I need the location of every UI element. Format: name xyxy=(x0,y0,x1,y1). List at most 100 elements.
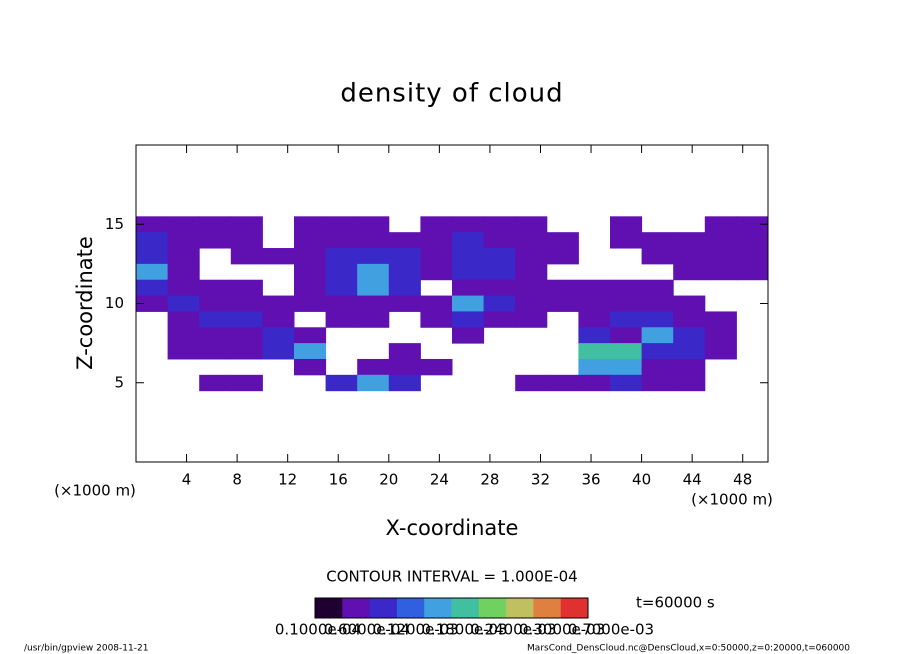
x-tick-label: 24 xyxy=(430,471,449,489)
contour-interval: CONTOUR INTERVAL = 1.000E-04 xyxy=(326,568,577,586)
cell xyxy=(610,343,643,360)
cell xyxy=(262,248,295,265)
cell xyxy=(483,295,516,312)
cell xyxy=(578,343,611,360)
cell xyxy=(452,295,485,312)
cell xyxy=(357,295,390,312)
colorbar-swatch xyxy=(533,598,562,618)
cell xyxy=(230,311,263,328)
cell xyxy=(357,358,390,376)
x-unit: (×1000 m) xyxy=(691,491,773,509)
y-axis-label: Z-coordinate xyxy=(73,236,97,370)
cell xyxy=(515,232,548,249)
cell xyxy=(388,343,421,360)
cell xyxy=(641,232,674,249)
x-tick-label: 40 xyxy=(632,471,651,489)
cell xyxy=(515,295,548,312)
cell xyxy=(199,279,232,297)
cell xyxy=(452,327,485,344)
cell xyxy=(641,248,674,265)
cell xyxy=(452,279,485,297)
colorbar xyxy=(315,598,589,618)
cell xyxy=(230,232,263,249)
cell xyxy=(420,216,453,233)
cell xyxy=(294,279,327,297)
cell xyxy=(294,327,327,344)
cell xyxy=(167,216,200,233)
x-tick-label: 20 xyxy=(379,471,398,489)
cell xyxy=(357,232,390,249)
cell xyxy=(325,216,358,233)
cell xyxy=(230,374,263,392)
colorbar-swatch xyxy=(424,598,452,618)
cell xyxy=(578,295,611,312)
cell xyxy=(515,248,548,265)
cell xyxy=(610,311,643,328)
cell xyxy=(483,216,516,233)
cell xyxy=(325,374,358,392)
cell xyxy=(199,374,232,392)
cell xyxy=(515,263,548,281)
cell xyxy=(167,232,200,249)
cell xyxy=(641,343,674,360)
cell xyxy=(673,263,706,281)
x-tick-label: 36 xyxy=(581,471,600,489)
cell xyxy=(199,343,232,360)
cell xyxy=(704,248,737,265)
colorbar-label: 0.3000e-03 xyxy=(519,621,605,639)
cell xyxy=(167,263,200,281)
cell xyxy=(578,374,611,392)
colorbar-frame xyxy=(314,597,589,619)
footer-right: MarsCond_DensCloud.nc@DensCloud,x=0:5000… xyxy=(527,644,850,654)
cell xyxy=(546,232,579,249)
x-tick-label: 32 xyxy=(531,471,550,489)
cell xyxy=(610,295,643,312)
cell xyxy=(736,263,769,281)
cell xyxy=(357,216,390,233)
colorbar-label: 0.1000e-04 xyxy=(275,621,361,639)
cell xyxy=(483,279,516,297)
colorbar-swatch xyxy=(451,598,480,618)
cell xyxy=(357,279,390,297)
cell xyxy=(136,295,169,312)
cell xyxy=(704,343,737,360)
cell xyxy=(704,232,737,249)
cell xyxy=(704,216,737,233)
cell xyxy=(388,263,421,281)
cell xyxy=(452,248,485,265)
colorbar-label: 0.6000e-04 xyxy=(324,621,410,639)
cell xyxy=(610,358,643,376)
cell xyxy=(199,311,232,328)
cell xyxy=(420,311,453,328)
cell xyxy=(641,358,674,376)
cell xyxy=(167,279,200,297)
x-tick-label: 44 xyxy=(683,471,702,489)
cell xyxy=(641,327,674,344)
cell xyxy=(641,279,674,297)
cell xyxy=(736,232,769,249)
time-label: t=60000 s xyxy=(636,594,715,612)
footer-left: /usr/bin/gpview 2008-11-21 xyxy=(24,644,148,654)
cell xyxy=(167,248,200,265)
cell xyxy=(230,327,263,344)
cell xyxy=(294,295,327,312)
cell xyxy=(294,216,327,233)
cell xyxy=(420,263,453,281)
cell xyxy=(641,311,674,328)
cell xyxy=(230,295,263,312)
cell xyxy=(546,279,579,297)
cell xyxy=(578,311,611,328)
cell xyxy=(420,358,453,376)
chart-title: density of cloud xyxy=(340,79,563,109)
colorbar-swatch xyxy=(315,598,343,618)
cell xyxy=(704,263,737,281)
cell xyxy=(230,216,263,233)
cell xyxy=(515,216,548,233)
cell xyxy=(294,248,327,265)
cell xyxy=(452,216,485,233)
cell xyxy=(420,248,453,265)
cell xyxy=(483,248,516,265)
cell xyxy=(230,248,263,265)
cell xyxy=(704,311,737,328)
